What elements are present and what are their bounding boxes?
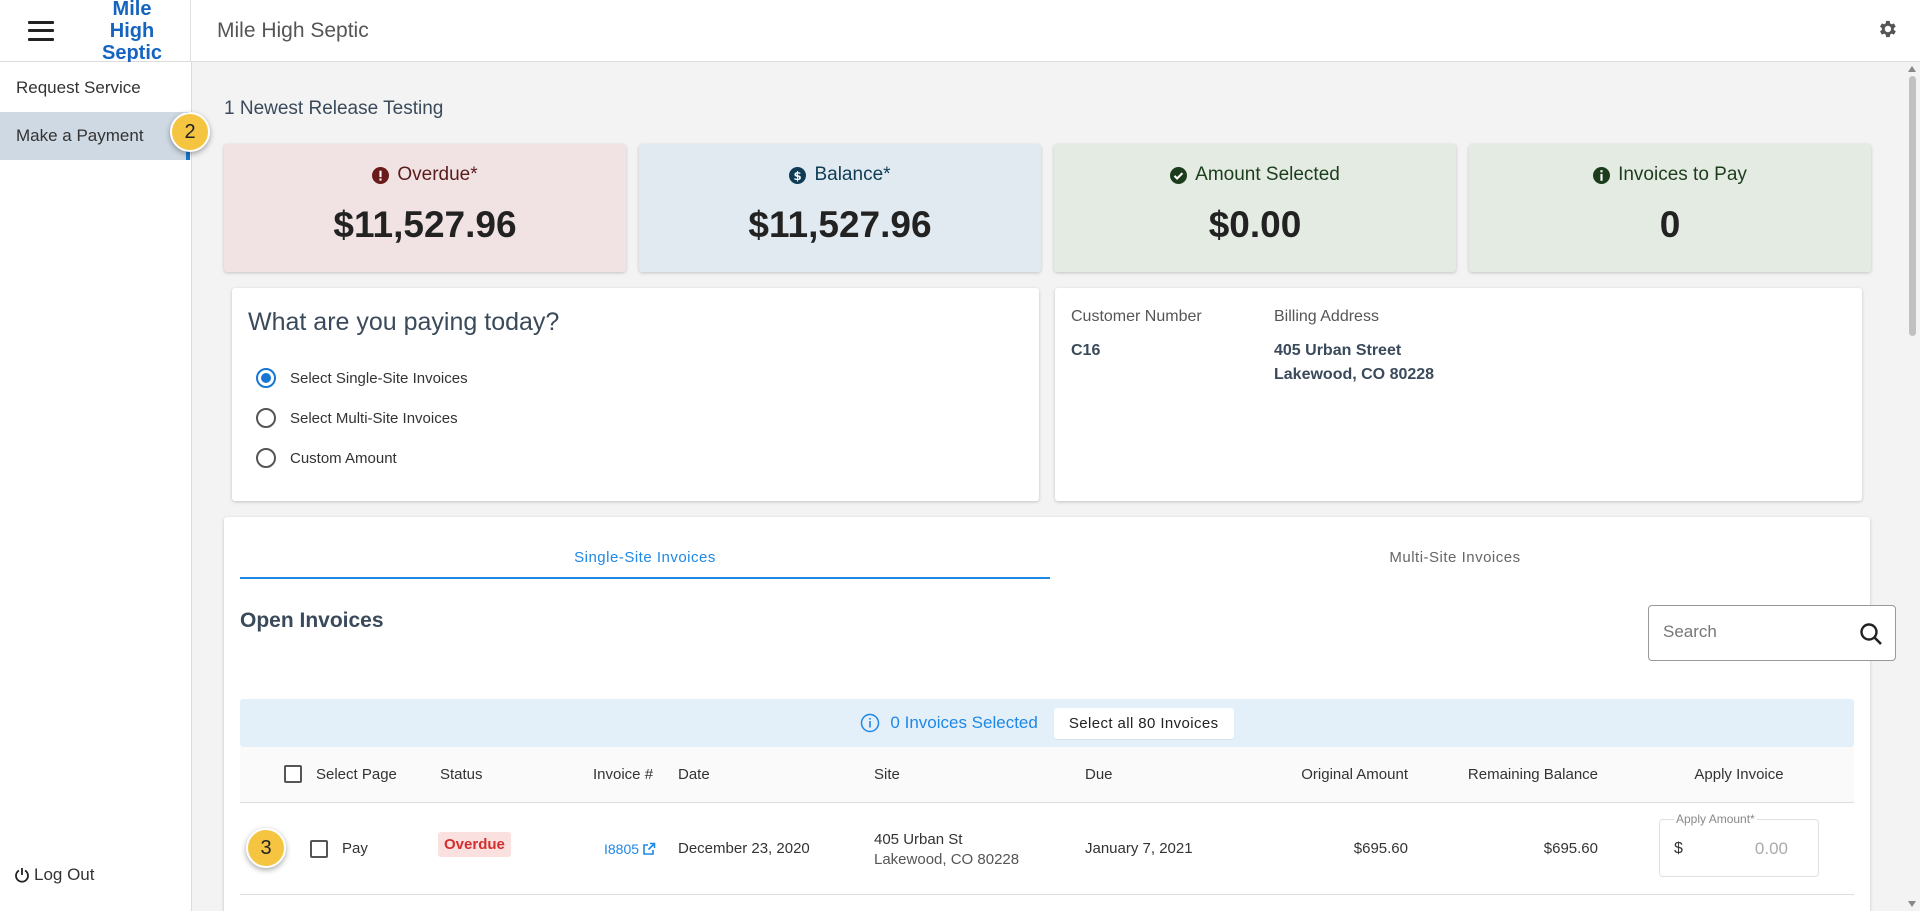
open-invoices-title: Open Invoices xyxy=(240,609,384,632)
pay-label: Pay xyxy=(342,840,368,857)
radio-single-site[interactable]: Select Single-Site Invoices xyxy=(256,368,468,388)
logo-line1: Mile High xyxy=(109,0,155,42)
customer-number-label: Customer Number xyxy=(1071,308,1202,325)
top-bar: Mile High Septic Mile High Septic xyxy=(0,0,1920,64)
selection-bar: 0 Invoices Selected Select all 80 Invoic… xyxy=(240,699,1854,747)
sidebar-item-request-service[interactable]: Request Service xyxy=(16,78,141,97)
scrollbar[interactable] xyxy=(1904,62,1920,911)
main-content: 1 Newest Release Testing Overdue* $11,52… xyxy=(192,62,1904,911)
invoices-to-pay-label: Invoices to Pay xyxy=(1618,164,1747,185)
radio-label: Select Single-Site Invoices xyxy=(290,369,468,387)
selected-count: 0 Invoices Selected xyxy=(890,713,1038,732)
payment-type-heading: What are you paying today? xyxy=(248,308,560,336)
overdue-label: Overdue* xyxy=(397,164,478,185)
dollar-icon: $ xyxy=(789,166,807,184)
table-header: Select Page Status Invoice # Date Site D… xyxy=(240,747,1854,803)
table-row: Pay Overdue I8805 December 23, 2020 405 … xyxy=(240,803,1854,895)
invoice-link[interactable]: I8805 xyxy=(604,841,656,857)
invoice-number: I8805 xyxy=(604,841,640,857)
scroll-up-icon[interactable] xyxy=(1908,66,1916,72)
logo-line2: Septic xyxy=(101,41,163,64)
radio-multi-site[interactable]: Select Multi-Site Invoices xyxy=(256,408,458,428)
apply-amount-label: Apply Amount* xyxy=(1674,812,1757,826)
logo[interactable]: Mile High Septic xyxy=(90,0,174,64)
amount-selected-value: $0.00 xyxy=(1208,204,1302,245)
scroll-down-icon[interactable] xyxy=(1908,901,1916,907)
menu-icon[interactable] xyxy=(28,20,54,41)
column-header-invoice: Invoice # xyxy=(593,766,654,783)
search-input[interactable] xyxy=(1663,622,1853,642)
overdue-value: $11,527.96 xyxy=(333,204,517,245)
scrollbar-thumb[interactable] xyxy=(1909,76,1916,336)
tab-indicator xyxy=(240,577,1050,579)
column-header-due: Due xyxy=(1085,766,1113,783)
status-badge-cell: Overdue xyxy=(438,832,511,857)
address-line1: 405 Urban Street xyxy=(1274,342,1402,359)
page-title: 1 Newest Release Testing xyxy=(224,98,444,119)
billing-address-label: Billing Address xyxy=(1274,308,1379,325)
pay-checkbox[interactable] xyxy=(310,840,328,858)
external-link-icon xyxy=(643,842,656,855)
invoice-date: December 23, 2020 xyxy=(678,840,810,857)
column-header-status: Status xyxy=(440,766,483,783)
search-icon[interactable] xyxy=(1859,622,1883,646)
amount-selected-card: Amount Selected $0.00 xyxy=(1054,144,1456,272)
radio-custom-amount[interactable]: Custom Amount xyxy=(256,448,397,468)
column-header-original-amount: Original Amount xyxy=(1301,766,1408,783)
balance-label: Balance* xyxy=(814,164,891,185)
column-header-remaining-balance: Remaining Balance xyxy=(1467,766,1598,783)
radio-label: Custom Amount xyxy=(290,449,397,467)
column-header-apply-invoice: Apply Invoice xyxy=(1694,766,1784,783)
info-icon xyxy=(1593,166,1611,184)
payment-type-panel: What are you paying today? Select Single… xyxy=(232,288,1039,501)
overdue-card: Overdue* $11,527.96 xyxy=(224,144,626,272)
logout-label: Log Out xyxy=(34,865,95,884)
status-badge: Overdue xyxy=(438,832,511,857)
select-all-button[interactable]: Select all 80 Invoices xyxy=(1053,707,1234,739)
apply-amount-field: Apply Amount* $ xyxy=(1659,812,1819,877)
logout-button[interactable]: Log Out xyxy=(14,865,95,885)
customer-number: C16 xyxy=(1071,342,1101,359)
apply-amount-input[interactable] xyxy=(1708,839,1788,859)
billing-address: 405 Urban Street Lakewood, CO 80228 xyxy=(1274,339,1434,387)
remaining-balance: $695.60 xyxy=(1543,840,1598,857)
column-header-date: Date xyxy=(678,766,710,783)
site-line2: Lakewood, CO 80228 xyxy=(874,851,1020,868)
radio-button[interactable] xyxy=(256,408,276,428)
balance-card: $ Balance* $11,527.96 xyxy=(639,144,1041,272)
column-header-site: Site xyxy=(874,766,900,783)
gear-icon[interactable] xyxy=(1876,18,1898,40)
tab-multi-site[interactable]: Multi-Site Invoices xyxy=(1389,549,1521,566)
search-box xyxy=(1648,605,1896,661)
power-icon xyxy=(15,868,29,883)
svg-text:$: $ xyxy=(794,168,802,182)
invoices-panel: Single-Site Invoices Multi-Site Invoices… xyxy=(224,517,1896,911)
customer-info-panel: Customer Number C16 Billing Address 405 … xyxy=(1055,288,1862,501)
alert-icon xyxy=(372,166,390,184)
tab-single-site[interactable]: Single-Site Invoices xyxy=(574,549,716,566)
site-line1: 405 Urban St xyxy=(874,831,963,848)
invoice-site: 405 Urban St Lakewood, CO 80228 xyxy=(874,830,1019,870)
check-circle-icon xyxy=(1170,166,1188,184)
sidebar: Request Service Make a Payment Log Out xyxy=(0,62,192,911)
sidebar-item-make-payment[interactable]: Make a Payment xyxy=(0,112,190,160)
step-badge: 3 xyxy=(246,828,286,868)
info-outline-icon xyxy=(861,713,880,733)
column-header-select-page: Select Page xyxy=(316,766,397,783)
invoices-to-pay-card: Invoices to Pay 0 xyxy=(1469,144,1871,272)
address-line2: Lakewood, CO 80228 xyxy=(1274,366,1435,383)
balance-value: $11,527.96 xyxy=(748,204,932,245)
currency-symbol: $ xyxy=(1674,840,1683,857)
invoices-to-pay-value: 0 xyxy=(1659,204,1681,245)
radio-button[interactable] xyxy=(256,368,276,388)
amount-selected-label: Amount Selected xyxy=(1195,164,1340,185)
app-title: Mile High Septic xyxy=(217,18,369,42)
original-amount: $695.60 xyxy=(1353,840,1408,857)
select-page-checkbox[interactable] xyxy=(284,765,302,783)
step-badge: 2 xyxy=(170,112,210,152)
radio-button[interactable] xyxy=(256,448,276,468)
logo-container: Mile High Septic xyxy=(54,0,191,64)
radio-label: Select Multi-Site Invoices xyxy=(290,409,458,427)
invoice-due: January 7, 2021 xyxy=(1085,840,1193,857)
